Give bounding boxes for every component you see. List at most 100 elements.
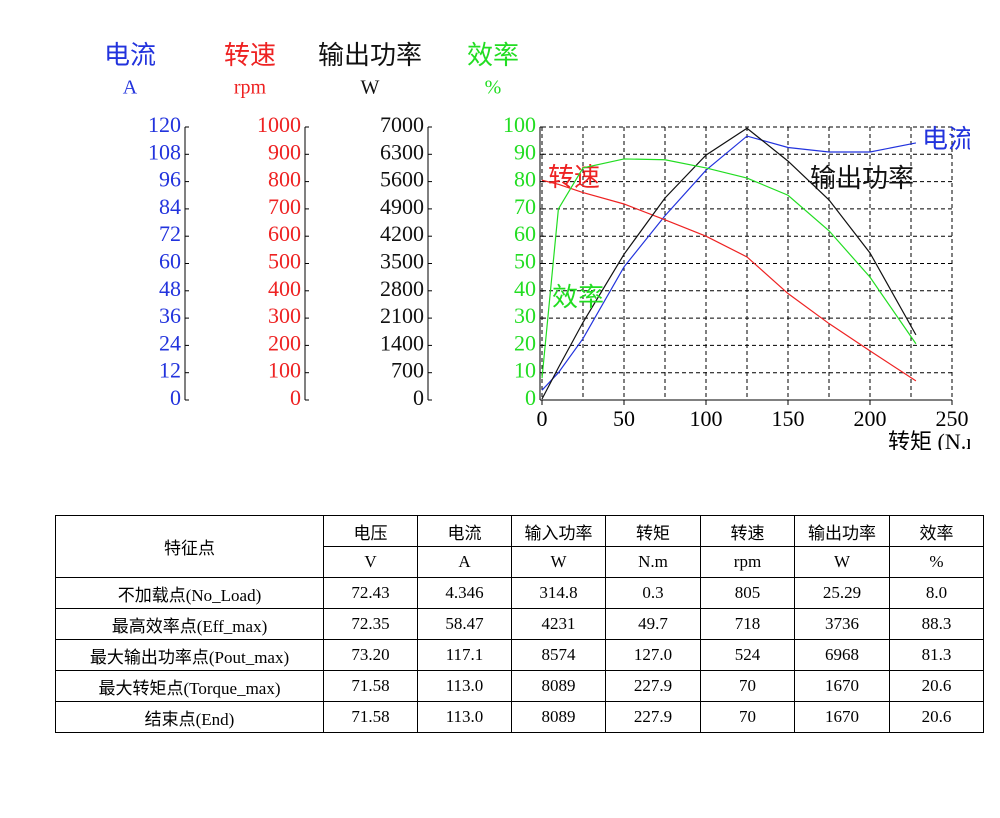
y-tick-label: 24 (159, 330, 181, 355)
y-tick-label: 100 (503, 112, 536, 137)
y-tick-label: 50 (514, 249, 536, 274)
value-cell: 127.0 (605, 639, 701, 671)
y-tick-label: 6300 (380, 139, 424, 164)
value-cell: 314.8 (511, 577, 606, 609)
value-cell: 8089 (511, 701, 606, 733)
value-cell: 113.0 (417, 670, 512, 702)
table-row: 最大转矩点(Torque_max) 71.58 113.0 8089 227.9 70 16… (55, 670, 984, 702)
value-cell: 805 (700, 577, 795, 609)
y-tick-label: 48 (159, 276, 181, 301)
axis-title: 电流 (104, 41, 156, 70)
axis-unit: W (361, 77, 380, 99)
unit-cell: V (323, 546, 418, 578)
value-cell: 1670 (794, 701, 890, 733)
y-tick-label: 60 (159, 249, 181, 274)
unit-cell: A (417, 546, 512, 578)
axis-title: 效率 (467, 41, 519, 70)
y-tick-label: 20 (514, 330, 536, 355)
row-label: 不加载点(No_Load) (55, 577, 324, 609)
y-tick-label: 4200 (380, 221, 424, 246)
value-cell: 25.29 (794, 577, 890, 609)
value-cell: 71.58 (323, 701, 418, 733)
y-tick-label: 60 (514, 221, 536, 246)
axis-unit: A (123, 77, 138, 99)
value-cell: 117.1 (417, 639, 512, 671)
y-tick-label: 120 (148, 112, 181, 137)
value-cell: 58.47 (417, 608, 512, 640)
y-tick-label: 0 (290, 385, 301, 410)
value-cell: 73.20 (323, 639, 418, 671)
x-tick-label: 200 (854, 406, 887, 431)
y-tick-label: 90 (514, 139, 536, 164)
unit-cell: W (794, 546, 890, 578)
row-label: 最大输出功率点(Pout_max) (55, 639, 324, 671)
axis-title: 输出功率 (318, 41, 422, 70)
y-tick-label: 70 (514, 194, 536, 219)
table-row: 不加载点(No_Load) 72.43 4.346 314.8 0.3 805 25.29 8… (55, 577, 984, 609)
y-tick-label: 300 (268, 303, 301, 328)
value-cell: 81.3 (889, 639, 984, 671)
table-row: V A W N.m rpm W% (56, 546, 984, 578)
y-tick-label: 100 (268, 358, 301, 383)
y-tick-label: 72 (159, 221, 181, 246)
y-tick-label: 2100 (380, 303, 424, 328)
y-tick-label: 500 (268, 249, 301, 274)
series-label: 电流 (922, 125, 970, 154)
value-cell: 0.3 (605, 577, 701, 609)
axis-title: 转速 (224, 41, 276, 70)
row-label: 最大转矩点(Torque_max) (55, 670, 324, 702)
value-cell: 8089 (511, 670, 606, 702)
header-cell: 转速 (700, 515, 795, 547)
value-cell: 72.43 (323, 577, 418, 609)
series-line (541, 135, 917, 391)
header-cell: 电压 (323, 515, 418, 547)
series-line (541, 158, 917, 379)
value-cell: 49.7 (605, 608, 701, 640)
value-cell: 71.58 (323, 670, 418, 702)
series-label: 效率 (552, 283, 604, 312)
y-tick-label: 200 (268, 330, 301, 355)
y-tick-label: 3500 (380, 249, 424, 274)
y-tick-label: 700 (268, 194, 301, 219)
y-tick-label: 2800 (380, 276, 424, 301)
y-tick-label: 36 (159, 303, 181, 328)
row-label: 结束点(End) (55, 701, 324, 733)
series-line (541, 127, 917, 400)
y-tick-label: 96 (159, 167, 181, 192)
value-cell: 70 (700, 670, 795, 702)
y-tick-label: 80 (514, 167, 536, 192)
unit-cell: rpm (700, 546, 795, 578)
y-tick-label: 108 (148, 139, 181, 164)
y-tick-label: 84 (159, 194, 181, 219)
y-tick-label: 900 (268, 139, 301, 164)
y-tick-label: 30 (514, 303, 536, 328)
series-label: 输出功率 (810, 164, 914, 193)
header-cell: 转矩 (605, 515, 701, 547)
value-cell: 72.35 (323, 608, 418, 640)
x-tick-label: 150 (772, 406, 805, 431)
value-cell: 4231 (511, 608, 606, 640)
header-cell: 效率 (889, 515, 984, 547)
data-table: 特征点 电压 电流 输入功率 转矩 转速 输出功率 效率 V A W N.m rpm W% 不加载点(No_… (55, 515, 984, 733)
y-tick-label: 700 (391, 358, 424, 383)
y-tick-label: 600 (268, 221, 301, 246)
y-tick-label: 800 (268, 167, 301, 192)
y-tick-label: 1000 (257, 112, 301, 137)
y-tick-label: 0 (413, 385, 424, 410)
value-cell: 4.346 (417, 577, 512, 609)
series-line (541, 179, 917, 382)
unit-cell: W (511, 546, 606, 578)
table-row: 结束点(End) 71.58 113.0 8089 227.9 70 1670 20.6 (55, 701, 984, 733)
y-tick-label: 4900 (380, 194, 424, 219)
axis-unit: % (485, 77, 502, 99)
axis-unit: rpm (234, 77, 267, 99)
value-cell: 8574 (511, 639, 606, 671)
value-cell: 6968 (794, 639, 890, 671)
y-tick-label: 12 (159, 358, 181, 383)
value-cell: 113.0 (417, 701, 512, 733)
y-tick-label: 0 (525, 385, 536, 410)
chart: 电流A01224364860728496108120转速rpm010020030… (104, 41, 970, 450)
y-tick-label: 0 (170, 385, 181, 410)
value-cell: 524 (700, 639, 795, 671)
